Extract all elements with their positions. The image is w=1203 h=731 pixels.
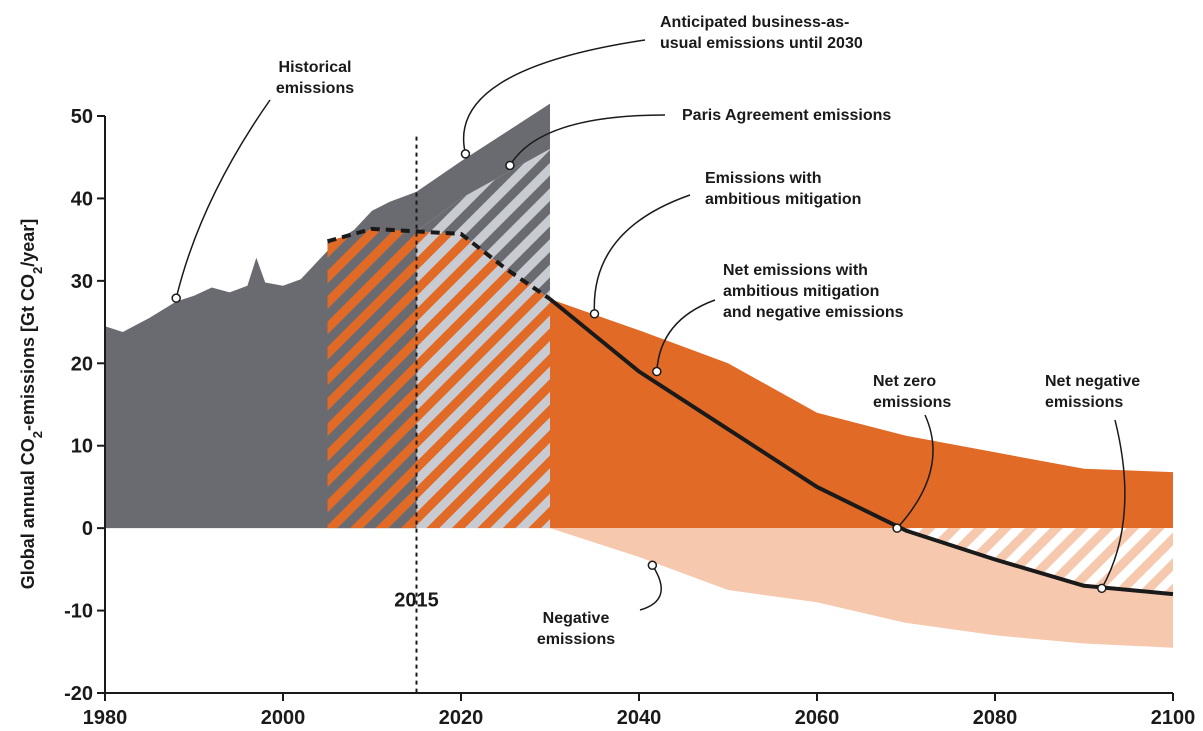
y-axis-title-part: -emissions [Gt CO — [18, 274, 38, 431]
y-axis-title: Global annual CO2-emissions [Gt CO2/year… — [18, 219, 45, 590]
x-tick-label: 2020 — [439, 707, 484, 729]
x-tick-label: 2040 — [617, 707, 662, 729]
annotation-point — [171, 293, 181, 303]
annotation-label: Negative — [543, 610, 610, 627]
annotation-label: Anticipated business-as- — [660, 14, 849, 31]
annotation-layer: Historical emissions Anticipated business-… — [171, 14, 1140, 648]
annotation-leader-line — [639, 564, 662, 611]
ambitious-mitigation-hatch-late — [416, 231, 550, 529]
annotation-label: Net zero — [873, 373, 936, 390]
net-negative-hatch-area — [900, 528, 1173, 595]
annotation-net-zero: Net zero emissions — [873, 373, 951, 533]
annotation-label: and negative emissions — [723, 304, 904, 321]
annotation-leader-line — [896, 414, 934, 529]
year-2015-marker-label: 2015 — [394, 589, 439, 611]
annotation-label: emissions — [873, 394, 951, 411]
annotation-label: emissions — [1045, 394, 1123, 411]
annotation-leader-line — [656, 299, 716, 372]
ambitious-mitigation-hatch-early — [327, 228, 417, 529]
annotation-point — [647, 560, 658, 570]
annotation-point — [505, 160, 515, 171]
annotation-negative: Negative emissions — [537, 560, 662, 648]
annotation-label: ambitious mitigation — [705, 191, 861, 208]
x-tick-label: 2060 — [795, 707, 840, 729]
x-tick-label: 2100 — [1151, 707, 1196, 729]
y-axis-title-part: /year] — [18, 219, 38, 267]
annotation-label: Net emissions with — [723, 262, 868, 279]
annotation-label: Net negative — [1045, 373, 1140, 390]
annotation-leader-line — [1101, 419, 1126, 589]
bau-emissions-area — [416, 103, 550, 232]
annotation-label: ambitious mitigation — [723, 283, 879, 300]
annotation-point — [1097, 583, 1107, 594]
annotation-label: Historical — [279, 59, 352, 76]
area-layer — [105, 103, 1173, 648]
annotation-label: usual emissions until 2030 — [660, 35, 863, 52]
y-axis-title-part: 2 — [30, 431, 45, 438]
y-axis-title-part: 2 — [30, 267, 45, 274]
annotation-point — [460, 149, 471, 159]
annotation-label: Paris Agreement emissions — [682, 107, 891, 124]
annotation-label: emissions — [537, 631, 615, 648]
x-tick-label: 2000 — [261, 707, 306, 729]
annotation-label: Emissions with — [705, 170, 821, 187]
y-tick-label: 40 — [71, 188, 93, 210]
annotation-leader-line — [462, 39, 646, 155]
y-tick-label: -10 — [64, 601, 93, 623]
annotation-point — [652, 366, 662, 377]
annotation-paris: Paris Agreement emissions — [505, 107, 891, 171]
y-tick-label: 0 — [82, 518, 93, 540]
annotation-leader-line — [509, 114, 666, 166]
annotation-point — [892, 523, 902, 533]
annotation-net-ambitious: Net emissions with ambitious mitigation an… — [652, 262, 904, 377]
annotation-ambitious: Emissions with ambitious mitigation — [589, 170, 861, 319]
y-tick-label: -20 — [64, 683, 93, 705]
y-axis-title-part: Global annual CO — [18, 438, 38, 589]
line-layer: 2015 — [326, 136, 1174, 693]
y-tick-label: 50 — [71, 106, 93, 128]
annotation-leader-line — [593, 194, 691, 314]
x-tick-label: 1980 — [83, 707, 128, 729]
annotation-bau: Anticipated business-as-usual emissions … — [460, 14, 863, 159]
annotation-leader-line — [175, 99, 271, 299]
axes-layer: -20 -10 0 10 20 30 40 50 1980 2000 2020 2040 2060 208… — [64, 106, 1195, 729]
annotation-label: emissions — [276, 80, 354, 97]
paris-agreement-area — [416, 149, 550, 299]
x-tick-label: 2080 — [973, 707, 1018, 729]
annotation-net-negative: Net negative emissions — [1045, 373, 1140, 594]
y-tick-label: 10 — [71, 436, 93, 458]
annotation-point — [589, 309, 600, 319]
y-tick-label: 30 — [71, 271, 93, 293]
net-emissions-line — [548, 297, 1174, 597]
annotation-historical: Historical emissions — [171, 59, 354, 303]
y-tick-label: 20 — [71, 353, 93, 375]
ambitious-mitigation-area — [550, 299, 1173, 529]
ambitious-mitigation-dashed-line — [326, 226, 552, 301]
